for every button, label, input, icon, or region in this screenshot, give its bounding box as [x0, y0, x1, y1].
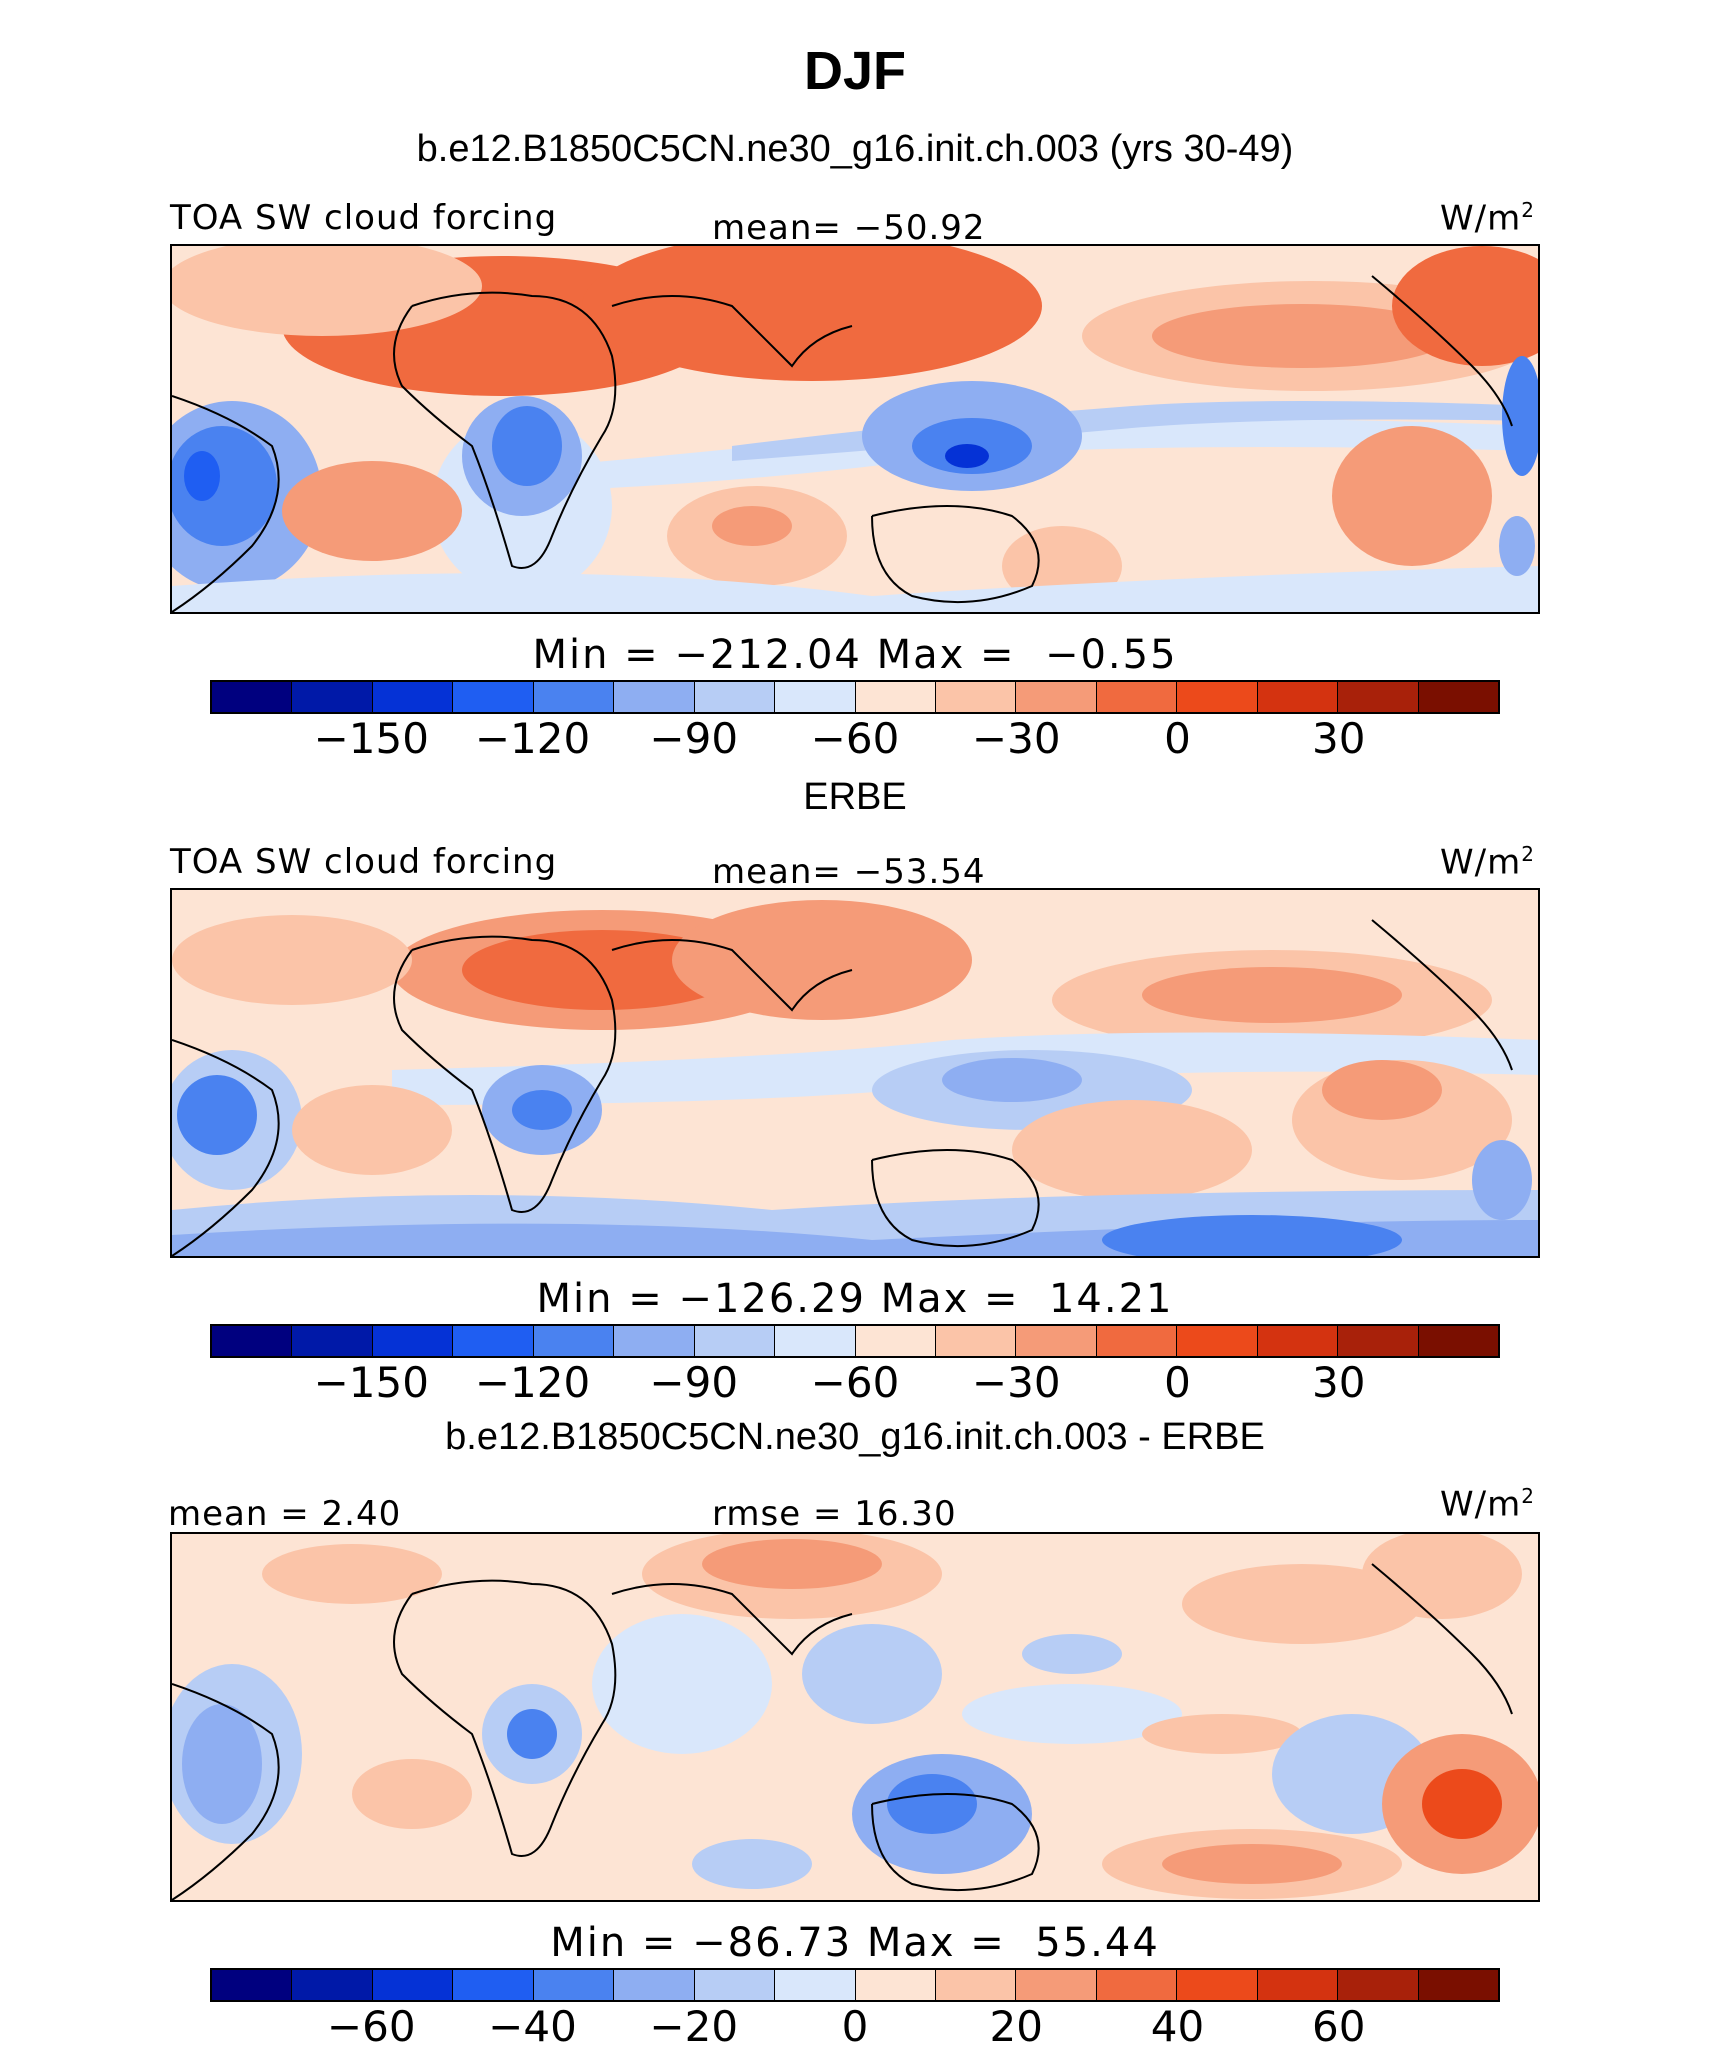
panel2-colorbar: [210, 1324, 1500, 1358]
colorbar-segment: [1418, 1970, 1498, 2000]
panel2-minmax: Min = −126.29 Max = 14.21: [536, 1276, 1174, 1322]
colorbar-segment: [694, 1970, 776, 2000]
colorbar-segment: [1418, 682, 1498, 712]
colorbar-segment: [935, 1970, 1017, 2000]
panel3-map: [170, 1532, 1540, 1902]
colorbar-tick-label: −150: [313, 714, 429, 763]
colorbar-segment: [212, 1326, 293, 1356]
colorbar-tick-label: −20: [649, 2002, 739, 2051]
colorbar-segment: [855, 682, 936, 712]
panel3-title: b.e12.B1850C5CN.ne30_g16.init.ch.003 - E…: [445, 1416, 1265, 1458]
panel2-variable-label: TOA SW cloud forcing: [170, 842, 558, 882]
colorbar-tick-label: 30: [1312, 714, 1366, 763]
panel1-map: [170, 244, 1540, 614]
colorbar-segment: [935, 1326, 1017, 1356]
colorbar-tick-label: 20: [989, 2002, 1043, 2051]
panel3-units-label: W/m2: [1440, 1484, 1535, 1525]
colorbar-segment: [453, 682, 534, 712]
colorbar-tick-label: −30: [971, 714, 1061, 763]
panel2-units-label: W/m2: [1440, 842, 1535, 883]
colorbar-segment: [1338, 1326, 1419, 1356]
colorbar-tick-label: −120: [474, 714, 591, 763]
colorbar-tick-label: −60: [810, 1358, 900, 1407]
colorbar-tick-label: −40: [488, 2002, 577, 2051]
colorbar-tick-label: 60: [1312, 2002, 1366, 2051]
colorbar-segment: [614, 682, 695, 712]
colorbar-segment: [212, 1970, 293, 2000]
colorbar-tick-label: −150: [313, 1358, 429, 1407]
colorbar-segment: [292, 682, 373, 712]
colorbar-tick-label: 0: [1164, 714, 1191, 763]
panel1-field: [172, 246, 1538, 612]
panel1-colorbar: [210, 680, 1500, 714]
panel3-mean-label: mean = 2.40: [168, 1494, 402, 1534]
colorbar-segment: [614, 1326, 695, 1356]
colorbar-tick-label: −30: [971, 1358, 1061, 1407]
panel3-minmax: Min = −86.73 Max = 55.44: [550, 1920, 1160, 1966]
colorbar-segment: [1257, 1326, 1339, 1356]
colorbar-segment: [1338, 1970, 1419, 2000]
colorbar-segment: [533, 1326, 615, 1356]
colorbar-segment: [694, 1326, 776, 1356]
colorbar-segment: [775, 1970, 856, 2000]
panel2-map: [170, 888, 1540, 1258]
panel1-colorbar-ticks: −150 −120 −90 −60 −30 0 30: [0, 714, 1710, 764]
panel1-units-label: W/m2: [1440, 198, 1535, 239]
colorbar-segment: [1016, 1970, 1097, 2000]
colorbar-tick-label: −120: [474, 1358, 591, 1407]
colorbar-tick-label: 40: [1150, 2002, 1205, 2051]
colorbar-segment: [1257, 682, 1339, 712]
colorbar-segment: [775, 682, 856, 712]
colorbar-segment: [775, 1326, 856, 1356]
colorbar-segment: [1177, 682, 1258, 712]
panel3-colorbar-ticks: −60 −40 −20 0 20 40 60: [0, 2002, 1710, 2051]
colorbar-segment: [212, 682, 293, 712]
colorbar-segment: [372, 682, 454, 712]
panel1-minmax: Min = −212.04 Max = −0.55: [532, 632, 1178, 678]
colorbar-tick-label: −60: [810, 714, 900, 763]
colorbar-segment: [1418, 1326, 1498, 1356]
panel3-field: [172, 1534, 1538, 1900]
colorbar-segment: [533, 1970, 615, 2000]
panel2-colorbar-ticks: −150 −120 −90 −60 −30 0 30: [0, 1358, 1710, 1408]
colorbar-segment: [935, 682, 1017, 712]
colorbar-segment: [1016, 1326, 1097, 1356]
colorbar-tick-label: −90: [649, 1358, 739, 1407]
colorbar-tick-label: −90: [649, 714, 739, 763]
colorbar-segment: [453, 1970, 534, 2000]
colorbar-segment: [453, 1326, 534, 1356]
colorbar-segment: [1096, 1326, 1178, 1356]
panel2-title: ERBE: [803, 776, 907, 818]
colorbar-segment: [614, 1970, 695, 2000]
panel3-rmse-label: rmse = 16.30: [712, 1494, 957, 1534]
panel1-variable-label: TOA SW cloud forcing: [170, 198, 558, 238]
colorbar-segment: [1177, 1970, 1258, 2000]
panel3-colorbar: [210, 1968, 1500, 2002]
colorbar-segment: [855, 1970, 936, 2000]
colorbar-segment: [1096, 1970, 1178, 2000]
colorbar-segment: [1177, 1326, 1258, 1356]
colorbar-segment: [372, 1326, 454, 1356]
panel1-mean-label: mean= −50.92: [712, 208, 986, 248]
panel1-title: b.e12.B1850C5CN.ne30_g16.init.ch.003 (yr…: [416, 128, 1294, 170]
colorbar-tick-label: 0: [1164, 1358, 1191, 1407]
colorbar-tick-label: −60: [326, 2002, 416, 2051]
colorbar-segment: [694, 682, 776, 712]
panel2-mean-label: mean= −53.54: [712, 852, 986, 892]
colorbar-segment: [855, 1326, 936, 1356]
colorbar-segment: [372, 1970, 454, 2000]
colorbar-segment: [1016, 682, 1097, 712]
colorbar-segment: [1096, 682, 1178, 712]
figure-title: DJF: [803, 41, 906, 101]
colorbar-segment: [1338, 682, 1419, 712]
colorbar-tick-label: 30: [1312, 1358, 1366, 1407]
colorbar-segment: [1257, 1970, 1339, 2000]
colorbar-tick-label: 0: [841, 2002, 869, 2051]
panel2-field: [172, 890, 1538, 1256]
colorbar-segment: [533, 682, 615, 712]
colorbar-segment: [292, 1326, 373, 1356]
colorbar-segment: [292, 1970, 373, 2000]
